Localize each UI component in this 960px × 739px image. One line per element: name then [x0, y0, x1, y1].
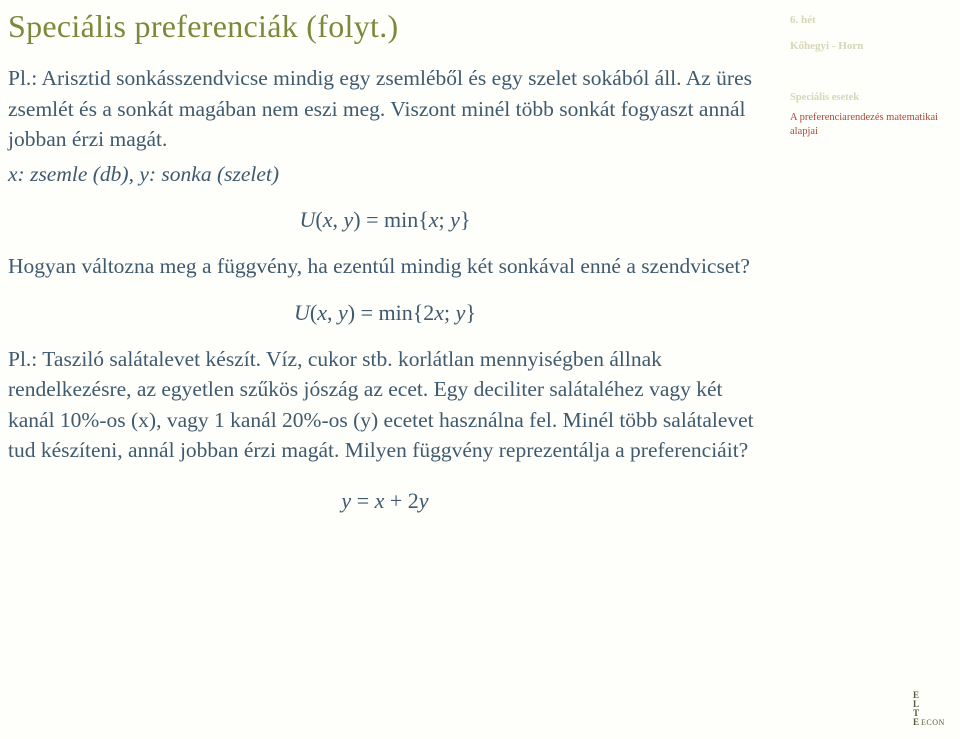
- sidebar-section: Speciális esetek: [790, 92, 950, 103]
- paragraph-1b: x: zsemle (db), y: sonka (szelet): [8, 159, 762, 190]
- elte-econ-logo: ELTEECON: [912, 691, 948, 727]
- sidebar-subsection: A preferenciarendezés matematikai alapja…: [790, 111, 950, 139]
- sidebar-week: 6. hét: [790, 14, 950, 26]
- slide-title: Speciális preferenciák (folyt.): [8, 8, 762, 45]
- formula-2: U(x, y) = min{2x; y}: [8, 300, 762, 326]
- formula-1: U(x, y) = min{x; y}: [8, 207, 762, 233]
- paragraph-1: Pl.: Arisztid sonkásszendvicse mindig eg…: [8, 63, 762, 155]
- main-content: Speciális preferenciák (folyt.) Pl.: Ari…: [0, 0, 780, 739]
- paragraph-2: Hogyan változna meg a függvény, ha ezent…: [8, 251, 762, 282]
- sidebar-author: Kőhegyi - Horn: [790, 40, 950, 52]
- paragraph-3: Pl.: Tasziló salátalevet készít. Víz, cu…: [8, 344, 762, 466]
- sidebar: 6. hét Kőhegyi - Horn Speciális esetek A…: [780, 0, 960, 739]
- formula-3: y = x + 2y: [8, 488, 762, 514]
